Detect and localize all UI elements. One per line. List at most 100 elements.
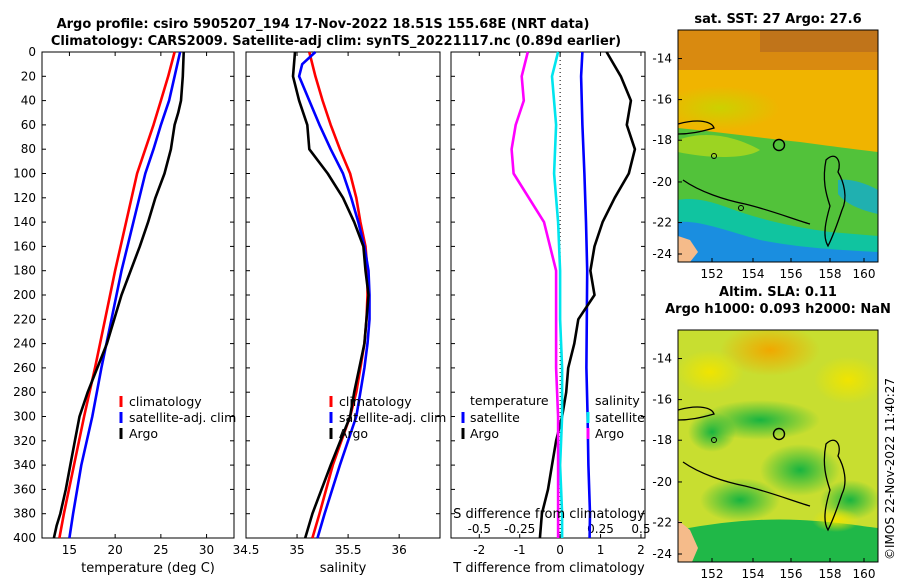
x-tick-label: 34.5 (233, 543, 260, 557)
series-line-satellite-adj-clim (297, 51, 371, 539)
series-line-climatology (58, 51, 176, 539)
map-lat-tick-label: -14 (652, 352, 672, 366)
sla-reef-contour (682, 461, 811, 507)
map-lat-tick-label: -20 (652, 175, 672, 189)
x-tick-label: -2 (473, 543, 485, 557)
map-lon-tick-label: 152 (701, 567, 724, 580)
legend-argo: Argo (129, 426, 158, 441)
sst-lat-tick-labels: -14 -16 -18 -20 -22 -24 (652, 52, 682, 261)
difference-legend: temperature satellite Argo salinity sate… (461, 393, 645, 441)
sla-coastline (678, 406, 715, 421)
s-difference-xlabel: S difference from climatology (453, 507, 645, 522)
map-lon-tick-label: 156 (780, 567, 803, 580)
salinity-panel: 34.5 35 35.5 36 salinity climatology satell… (233, 51, 446, 576)
y-tick-label: 320 (13, 434, 36, 448)
sla-green-blob-south (760, 444, 840, 496)
legend-satellite-adj: satellite-adj. clim (339, 410, 446, 425)
y-tick-label: 40 (21, 94, 36, 108)
x-tick-label: -1 (514, 543, 526, 557)
sst-map-title: sat. SST: 27 Argo: 27.6 (694, 12, 861, 27)
x-tick-label: 20 (108, 543, 123, 557)
y-tick-label: 380 (13, 507, 36, 521)
sla-island-contour (823, 439, 846, 532)
sst-map: sat. SST: 27 Argo: 27.6 -14-16-18-20-22-… (652, 12, 879, 281)
map-lat-tick-label: -22 (652, 516, 672, 530)
legend-temperature-title: temperature (470, 393, 549, 408)
y-tick-label: 220 (13, 312, 36, 326)
sla-yellow-spot (812, 508, 860, 532)
y-tick-label: 240 (13, 337, 36, 351)
series-line-salinity-argo (510, 51, 560, 538)
sla-yellow-patch-east (814, 356, 878, 404)
y-tick-label: 300 (13, 410, 36, 424)
legend-t-satellite: satellite (470, 410, 520, 425)
y-tick-label: 20 (21, 69, 36, 83)
y-tick-label: 120 (13, 191, 36, 205)
x2-tick-label: 0 (556, 522, 564, 536)
sst-small-reef (738, 205, 744, 211)
s-difference-tick-labels: -0.5 -0.25 0 0.25 0.5 (468, 522, 651, 536)
series-line-argo (52, 51, 185, 539)
legend-s-argo: Argo (595, 426, 624, 441)
legend-t-argo: Argo (470, 426, 499, 441)
sla-map-title-1: Altim. SLA: 0.11 (719, 285, 837, 300)
difference-series (510, 51, 637, 539)
t-difference-xlabel: T difference from climatology (452, 561, 645, 576)
sla-orange-patch (720, 330, 820, 376)
series-line-argo (291, 51, 370, 539)
sst-cyan-patch (838, 179, 878, 214)
legend-satellite-adj: satellite-adj. clim (129, 410, 236, 425)
legend-s-satellite: satellite (595, 410, 645, 425)
series-line-temperature-satellite (579, 51, 592, 539)
x-tick-label: 2 (637, 543, 645, 557)
y-tick-label: 100 (13, 167, 36, 181)
x-tick-label: 35.5 (335, 543, 362, 557)
sla-map: Altim. SLA: 0.11 Argo h1000: 0.093 h2000… (652, 285, 890, 580)
legend-climatology: climatology (129, 394, 202, 409)
map-lat-tick-label: -18 (652, 433, 672, 447)
y-tick-label: 80 (21, 142, 36, 156)
x-tick-label: 15 (62, 543, 77, 557)
temperature-series (52, 51, 185, 539)
x-tick-label: 25 (153, 543, 168, 557)
title-line-1: Argo profile: csiro 5905207_194 17-Nov-2… (57, 17, 590, 32)
sla-lat-tick-labels: -14 -16 -18 -20 -22 -24 (652, 352, 682, 561)
sst-small-island (711, 153, 717, 159)
x2-tick-label: 0.25 (587, 522, 614, 536)
map-lat-tick-label: -24 (652, 547, 672, 561)
map-lat-tick-label: -22 (652, 216, 672, 230)
y-tick-label: 60 (21, 118, 36, 132)
difference-panel: -2 -1 0 1 2 -0.5 -0.25 0 0.25 0.5 T difference f… (450, 51, 651, 576)
series-line-temperature-argo (538, 51, 637, 539)
temperature-axes-box (41, 51, 235, 539)
sla-green-blob-west (688, 412, 736, 452)
map-lat-tick-label: -24 (652, 247, 672, 261)
y-tick-label: 260 (13, 361, 36, 375)
series-line-satellite-adj-clim (68, 51, 182, 539)
salinity-axes-box (245, 51, 441, 539)
y-tick-label: 160 (13, 239, 36, 253)
depth-tick-labels: 0 20 40 60 80 100 120 140 160 180 200 220 240 260 280 3… (13, 45, 36, 545)
sst-yellow-patch (678, 86, 780, 130)
x2-tick-label: -0.25 (504, 522, 535, 536)
sla-lon-tick-labels: 152 154 156 158 160 (701, 558, 876, 580)
sla-yellow-patch (678, 350, 744, 394)
x-tick-label: 35 (289, 543, 304, 557)
x-tick-label: 1 (597, 543, 605, 557)
map-lon-tick-label: 152 (701, 267, 724, 281)
t-difference-tick-labels: -2 -1 0 1 2 (473, 52, 645, 557)
map-lon-tick-label: 160 (853, 567, 876, 580)
title-line-2: Climatology: CARS2009. Satellite-adj cli… (51, 34, 621, 49)
sla-small-island (711, 437, 717, 443)
sst-lon-tick-labels: 152 154 156 158 160 (701, 258, 875, 281)
x-tick-label: 36 (392, 543, 407, 557)
y-tick-label: 340 (13, 458, 36, 472)
difference-axes-box (450, 51, 646, 539)
sst-map-frame (677, 29, 879, 263)
map-lon-tick-label: 156 (780, 267, 803, 281)
x-tick-label: 30 (199, 543, 214, 557)
map-lat-tick-label: -16 (652, 93, 672, 107)
sla-argo-marker (772, 427, 786, 441)
sst-hot-band (760, 30, 878, 52)
